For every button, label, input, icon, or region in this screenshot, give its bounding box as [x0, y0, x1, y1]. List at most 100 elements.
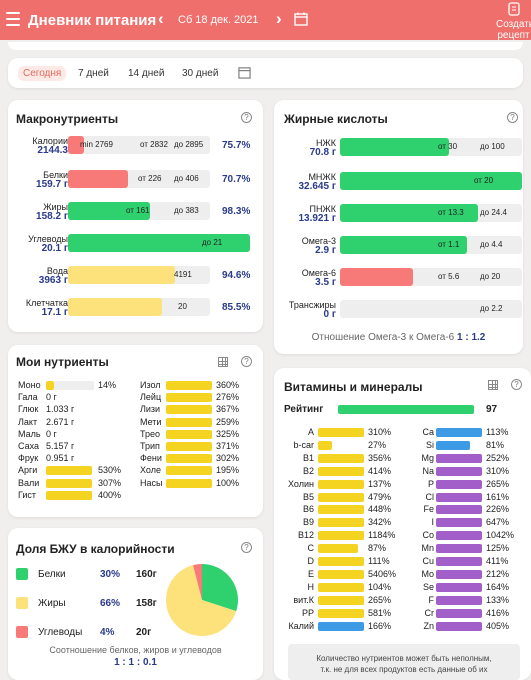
vitamin-bar [318, 440, 332, 450]
nutrient-bar [46, 381, 54, 390]
vitamin-name: вит.К [293, 594, 314, 605]
create-label-2: рецепт [497, 30, 530, 41]
nutrient-value: 158.2 г [36, 211, 68, 222]
mineral-name: P [427, 478, 434, 489]
nutrient-bar [46, 490, 92, 500]
min-label: min 2769 [80, 140, 113, 149]
help-icon[interactable]: ? [511, 379, 522, 390]
acid-value: 0 г [323, 309, 336, 320]
nutrient-value: 2144.3 [37, 145, 68, 156]
nutrient-bar [166, 454, 212, 464]
nutrient-value: 0 г [46, 392, 57, 403]
mineral-name: Si [425, 439, 434, 450]
pie-slice-0 [202, 564, 238, 612]
fatty-card: Жирные кислоты ? НЖК 70.8 г от 30 до 100 МНЖ… [274, 100, 523, 354]
mineral-value: 212% [486, 568, 510, 579]
percent: 70.7% [222, 174, 251, 185]
mineral-name: Se [422, 581, 434, 592]
vitamin-name: A [307, 427, 314, 437]
mineral-bar [436, 492, 482, 502]
period-calendar-icon[interactable] [238, 66, 251, 79]
mineral-value: 647% [486, 517, 510, 528]
progress-fill [68, 170, 128, 188]
help-icon[interactable]: ? [241, 112, 252, 123]
period-30[interactable]: 30 дней [182, 68, 219, 79]
period-7[interactable]: 7 дней [78, 68, 109, 79]
percent: 75.7% [222, 140, 251, 151]
nutrient-bar [166, 442, 212, 451]
legend-name: Жиры [38, 598, 66, 609]
nutrient-value: 367% [216, 404, 240, 415]
mineral-value: 161% [486, 491, 510, 502]
mineral-value: 133% [486, 594, 510, 605]
period-14[interactable]: 14 дней [128, 68, 165, 79]
vitamin-value: 27% [368, 439, 387, 450]
mineral-bar [436, 466, 482, 476]
vitamin-bar [318, 608, 364, 618]
help-icon[interactable]: ? [241, 356, 252, 367]
create-label-1: Создать [496, 19, 531, 30]
nutrient-bar-track [54, 381, 94, 390]
vitamin-bar [318, 428, 364, 437]
grid-icon[interactable] [488, 380, 498, 390]
rating-label: Рейтинг [284, 404, 324, 415]
nutrient-value: 17.1 г [41, 307, 68, 318]
nutrient-name: Саха [18, 441, 40, 451]
to-label: до 4.4 [480, 240, 503, 249]
mineral-name: Mn [421, 543, 434, 554]
progress-track: от 30 до 100 [340, 138, 522, 156]
page-title: Дневник питания [28, 12, 157, 29]
nutrient-value: 5.157 г [46, 441, 75, 451]
nutrient-value: 276% [216, 392, 240, 403]
vitamin-value: 479% [368, 491, 392, 502]
rating-bar [338, 405, 474, 414]
help-icon[interactable]: ? [241, 542, 252, 553]
mineral-value: 226% [486, 504, 510, 515]
menu-icon[interactable] [6, 12, 20, 26]
nutrient-name: Трео [140, 428, 161, 439]
prev-day-icon[interactable]: ‹ [158, 9, 164, 28]
acid-name: Трансжиры [288, 300, 336, 310]
current-date[interactable]: Сб 18 дек. 2021 [178, 14, 259, 26]
nutrient-value: 302% [216, 453, 240, 464]
mineral-name: Mo [421, 568, 434, 579]
macro-row-5: Клетчатка 17.1 г 20 85.5% [8, 298, 263, 326]
legend-grams: 20г [136, 627, 152, 638]
nutrient-value: 307% [98, 477, 122, 488]
nutrient-name: Вода [46, 266, 68, 276]
rating-value: 97 [486, 404, 498, 415]
next-day-icon[interactable]: › [276, 9, 282, 28]
vitamin-name: Холин [288, 478, 314, 489]
grid-icon[interactable] [218, 357, 228, 367]
vitamin-name: E [307, 568, 314, 579]
help-icon[interactable]: ? [507, 112, 518, 123]
nutrient-name: Гист [18, 489, 37, 500]
fatty-title: Жирные кислоты [284, 112, 388, 126]
nutrient-bar [166, 393, 212, 403]
fatty-row-3: Омега-3 2.9 г от 1.1 до 4.4 [274, 236, 523, 264]
vitamin-value: 111% [368, 556, 390, 566]
pie-slice-1 [166, 565, 237, 636]
nutrient-name: Лизи [140, 404, 161, 415]
create-recipe-button[interactable]: Создать рецепт [496, 2, 531, 41]
legend-grams: 158г [136, 598, 157, 609]
vitamin-bar [318, 518, 364, 528]
nutrient-value: 325% [216, 428, 240, 439]
macro-title: Макронутриенты [16, 112, 119, 126]
vitamin-name: b-car [293, 439, 314, 450]
vitamin-bar [318, 505, 364, 515]
progress-fill [68, 234, 250, 252]
from-label: от 30 [438, 142, 458, 151]
vitamin-value: 342% [368, 517, 392, 528]
fatty-row-5: Трансжиры 0 г до 2.2 [274, 300, 523, 328]
period-today[interactable]: Сегодня [18, 66, 67, 81]
nutrient-name: Белки [43, 170, 68, 180]
calendar-icon[interactable] [294, 12, 308, 26]
progress-fill [68, 202, 151, 220]
acid-name: НЖК [315, 138, 336, 148]
bju-ratio-text: Соотношение белков, жиров и углеводов [49, 645, 222, 655]
legend-percent: 66% [100, 598, 121, 609]
vitamin-name: B1 [302, 452, 314, 463]
mineral-bar [436, 505, 482, 515]
nutrient-name: Глюк [18, 404, 39, 415]
